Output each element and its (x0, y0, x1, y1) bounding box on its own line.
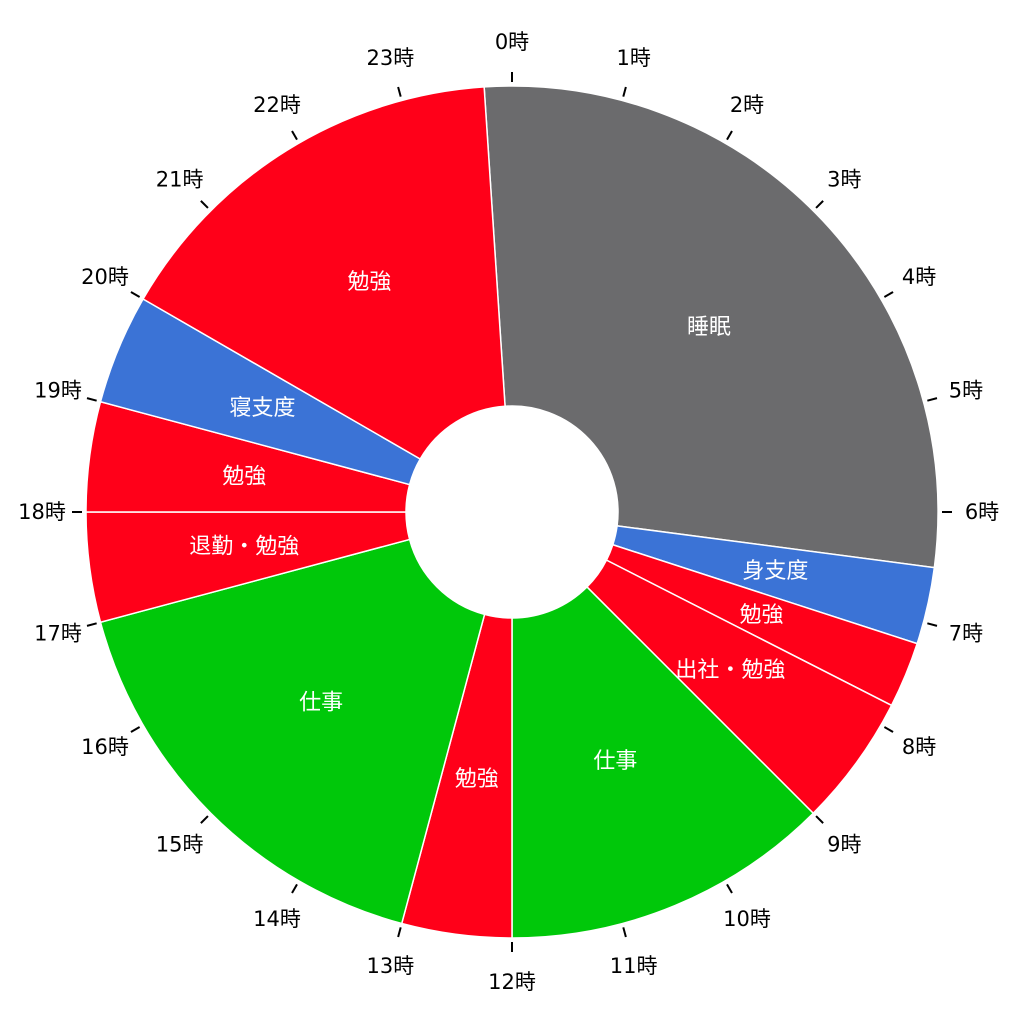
hour-tick-5 (927, 397, 938, 402)
hour-tick-23 (397, 86, 402, 97)
hour-label-15: 15時 (156, 832, 204, 856)
hour-label-0: 0時 (495, 30, 529, 54)
hour-tick-11 (622, 927, 627, 938)
hour-label-3: 3時 (827, 168, 861, 192)
hour-tick-15 (200, 815, 209, 824)
slice-6 (99, 538, 486, 925)
hour-label-20: 20時 (81, 265, 129, 289)
hour-label-7: 7時 (949, 622, 983, 646)
hour-tick-16 (130, 726, 141, 733)
hour-tick-9 (815, 815, 824, 824)
hour-tick-3 (815, 200, 824, 209)
hour-tick-20 (130, 291, 141, 298)
hour-tick-19 (86, 397, 97, 402)
hour-label-17: 17時 (34, 622, 82, 646)
hour-label-21: 21時 (156, 168, 204, 192)
hour-labels-group: 0時 1時 2時 3時 4時 5時 6時 7時 8時 9時 10時 11時 12時 13時 14時 15時 16… (18, 30, 999, 994)
hour-label-1: 1時 (616, 46, 650, 70)
hour-label-11: 11時 (610, 954, 658, 978)
hour-label-22: 22時 (253, 93, 301, 117)
hour-label-6: 6時 (965, 500, 999, 524)
hour-label-2: 2時 (730, 93, 764, 117)
hour-tick-8 (883, 726, 894, 733)
hour-label-13: 13時 (366, 954, 414, 978)
slice-label-4: 仕事 (593, 749, 637, 774)
slice-label-6: 仕事 (299, 690, 343, 715)
hour-label-16: 16時 (81, 735, 129, 759)
slice-label-8: 勉強 (222, 464, 266, 489)
hour-label-18: 18時 (18, 500, 66, 524)
slice-label-10: 勉強 (347, 270, 391, 295)
slice-label-5: 勉強 (455, 767, 499, 792)
slices-group (85, 85, 939, 939)
hour-tick-4 (883, 291, 894, 298)
hour-label-9: 9時 (827, 832, 861, 856)
hour-tick-14 (291, 883, 298, 894)
slice-label-9: 寝支度 (230, 396, 296, 421)
hour-label-12: 12時 (488, 970, 536, 994)
hour-tick-22 (291, 130, 298, 141)
hour-tick-21 (200, 200, 209, 209)
hour-tick-10 (726, 883, 733, 894)
hour-label-23: 23時 (366, 46, 414, 70)
hour-ticks-group (72, 72, 952, 952)
hour-tick-17 (86, 622, 97, 627)
slice-label-1: 身支度 (742, 559, 808, 584)
hour-label-8: 8時 (902, 735, 936, 759)
slice-4 (511, 585, 815, 939)
slice-10 (142, 86, 506, 461)
slice-label-0: 睡眠 (687, 315, 731, 340)
hour-label-4: 4時 (902, 265, 936, 289)
slice-label-7: 退勤・勉強 (189, 535, 299, 560)
hour-tick-7 (927, 622, 938, 627)
hour-tick-1 (622, 86, 627, 97)
hour-tick-13 (397, 927, 402, 938)
hour-label-14: 14時 (253, 907, 301, 931)
hour-tick-2 (726, 130, 733, 141)
hour-label-10: 10時 (723, 907, 771, 931)
slice-0 (483, 85, 939, 569)
hour-label-19: 19時 (34, 378, 82, 402)
hour-label-5: 5時 (949, 378, 983, 402)
slice-label-3: 出社・勉強 (675, 658, 785, 683)
slice-label-2: 勉強 (739, 603, 783, 628)
